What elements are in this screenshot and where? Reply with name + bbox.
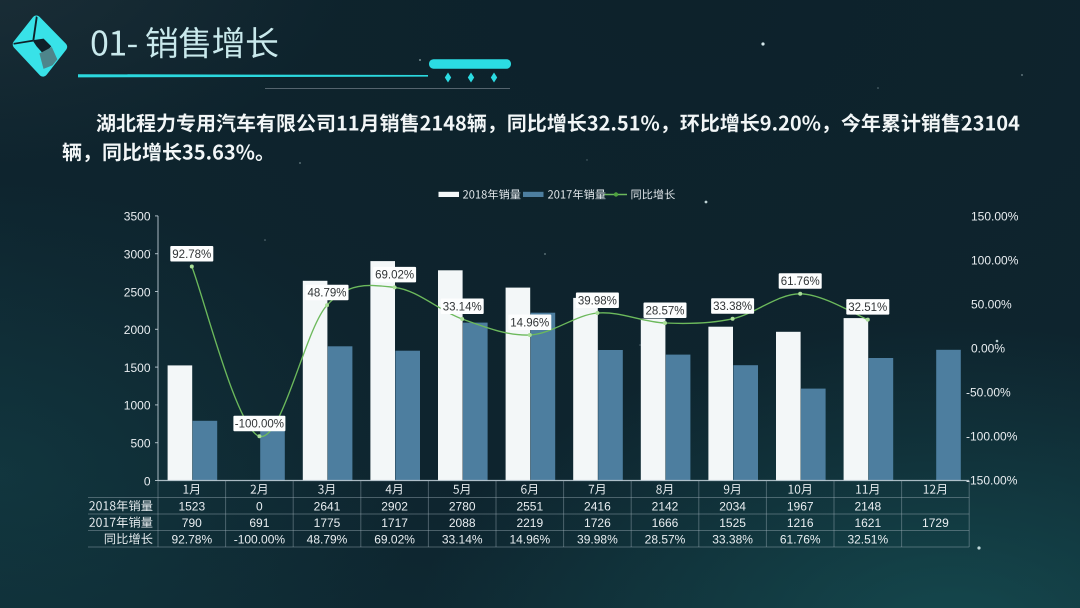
svg-text:2780: 2780 (449, 499, 476, 513)
svg-text:2088: 2088 (449, 516, 476, 530)
svg-text:14.96%: 14.96% (510, 317, 549, 329)
svg-text:1726: 1726 (584, 516, 611, 530)
svg-text:0: 0 (256, 499, 263, 513)
svg-text:61.76%: 61.76% (780, 532, 821, 546)
svg-text:2148: 2148 (854, 499, 881, 513)
svg-text:61.76%: 61.76% (781, 276, 820, 288)
svg-text:1525: 1525 (719, 516, 746, 530)
svg-text:500: 500 (130, 437, 150, 451)
svg-text:2641: 2641 (314, 499, 341, 513)
svg-text:39.98%: 39.98% (578, 295, 617, 307)
svg-text:92.78%: 92.78% (171, 532, 212, 546)
svg-text:69.02%: 69.02% (375, 270, 414, 282)
svg-text:1729: 1729 (922, 516, 949, 530)
svg-text:48.79%: 48.79% (307, 532, 348, 546)
svg-text:2416: 2416 (584, 499, 611, 513)
svg-text:2034: 2034 (719, 499, 746, 513)
svg-text:150.00%: 150.00% (971, 209, 1019, 223)
svg-text:1500: 1500 (124, 361, 151, 375)
svg-text:2902: 2902 (381, 499, 408, 513)
svg-text:33.38%: 33.38% (712, 532, 753, 546)
svg-text:1967: 1967 (787, 499, 814, 513)
svg-text:691: 691 (249, 516, 269, 530)
svg-text:1717: 1717 (381, 516, 408, 530)
svg-text:100.00%: 100.00% (971, 253, 1019, 267)
svg-text:-100.00%: -100.00% (234, 532, 286, 546)
svg-text:1216: 1216 (787, 516, 814, 530)
svg-text:-150.00%: -150.00% (966, 474, 1018, 488)
svg-text:92.78%: 92.78% (172, 249, 211, 261)
svg-text:1666: 1666 (652, 516, 679, 530)
svg-text:32.51%: 32.51% (848, 302, 887, 314)
svg-text:28.57%: 28.57% (645, 532, 686, 546)
svg-text:1775: 1775 (314, 516, 341, 530)
svg-text:0: 0 (144, 474, 151, 488)
svg-text:2142: 2142 (652, 499, 679, 513)
svg-text:32.51%: 32.51% (847, 532, 888, 546)
svg-text:48.79%: 48.79% (307, 288, 346, 300)
svg-text:1000: 1000 (124, 399, 151, 413)
svg-text:1523: 1523 (178, 499, 205, 513)
svg-text:0.00%: 0.00% (971, 342, 1005, 356)
svg-text:790: 790 (182, 516, 202, 530)
svg-text:1621: 1621 (854, 516, 881, 530)
svg-text:2000: 2000 (124, 323, 151, 337)
svg-text:-100.00%: -100.00% (235, 419, 284, 431)
svg-text:39.98%: 39.98% (577, 532, 618, 546)
svg-text:2551: 2551 (516, 499, 543, 513)
svg-text:33.14%: 33.14% (443, 301, 482, 313)
svg-text:28.57%: 28.57% (645, 305, 684, 317)
svg-text:50.00%: 50.00% (971, 298, 1012, 312)
svg-text:-50.00%: -50.00% (966, 386, 1011, 400)
svg-text:-100.00%: -100.00% (966, 430, 1018, 444)
svg-text:2500: 2500 (124, 285, 151, 299)
svg-text:3000: 3000 (124, 248, 151, 262)
svg-text:69.02%: 69.02% (374, 532, 415, 546)
svg-text:2219: 2219 (516, 516, 543, 530)
svg-text:33.38%: 33.38% (713, 301, 752, 313)
svg-text:14.96%: 14.96% (509, 532, 550, 546)
svg-text:33.14%: 33.14% (442, 532, 483, 546)
svg-text:3500: 3500 (124, 210, 151, 224)
